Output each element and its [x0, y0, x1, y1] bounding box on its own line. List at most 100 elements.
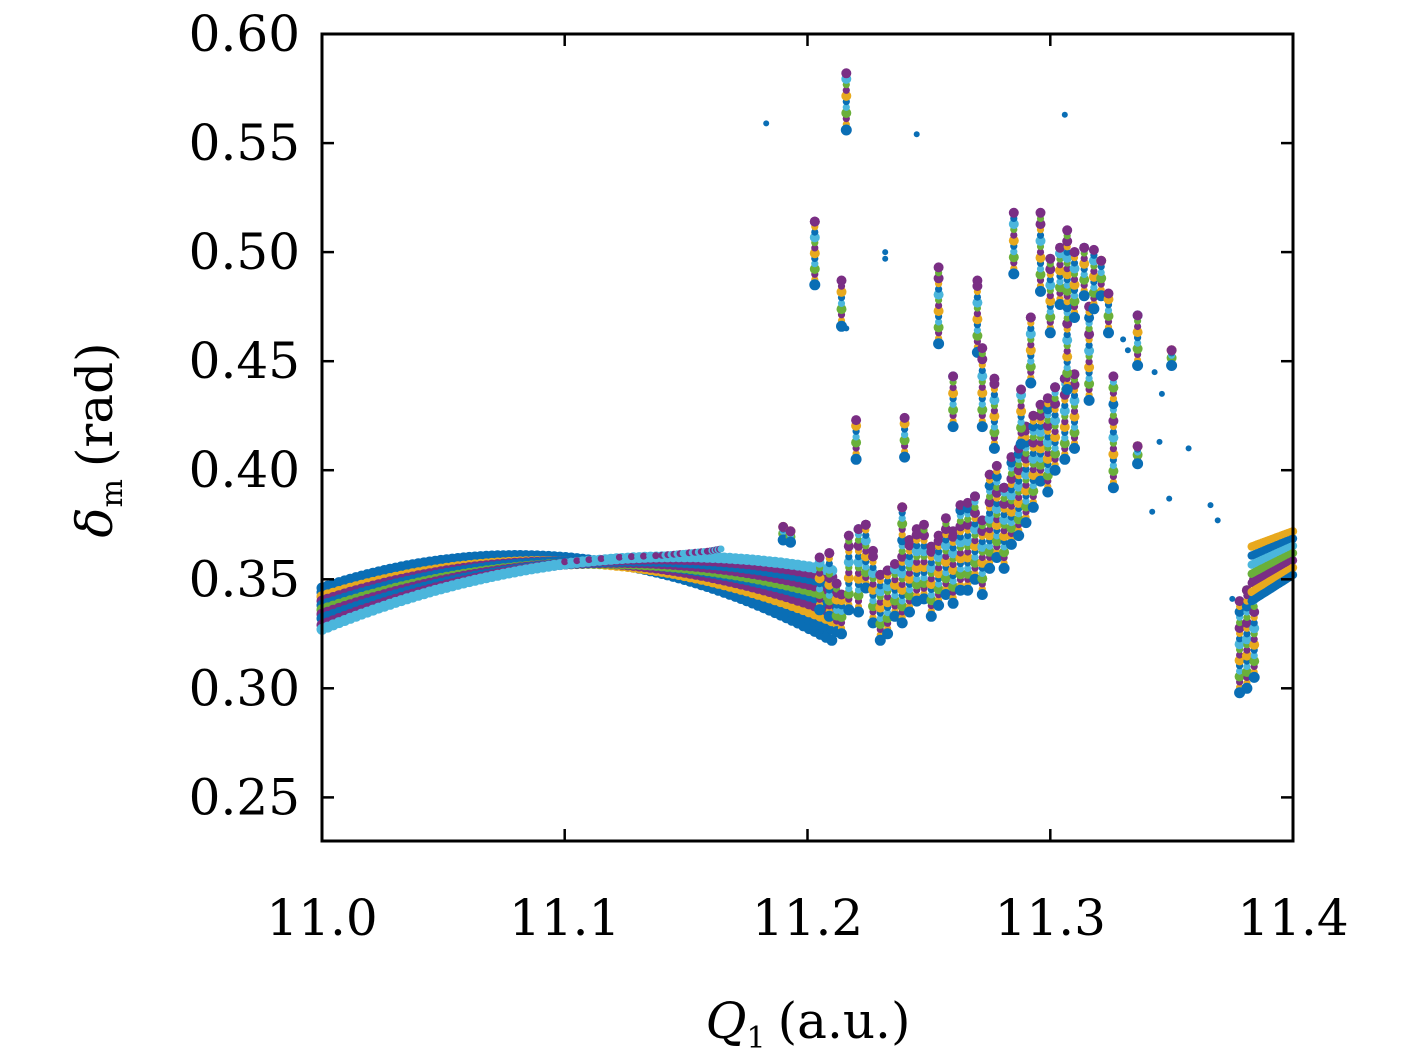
cluster-point [1044, 416, 1052, 424]
cluster-point [837, 607, 846, 616]
cluster-point [933, 273, 944, 284]
cluster-point [897, 502, 908, 513]
cluster-point [1046, 292, 1054, 300]
cluster-point [824, 563, 835, 574]
cluster-point [933, 552, 944, 563]
cluster-point [993, 483, 1001, 491]
tick-labels: 11.0 11.1 11.2 11.3 11.4 0.25 0.30 0.35 0.40 0.45… [189, 5, 1349, 947]
cluster-point [1044, 466, 1052, 474]
cluster-point [1063, 364, 1071, 372]
cluster-point [926, 595, 937, 606]
cluster-point [1109, 411, 1117, 419]
cluster-point [1059, 405, 1070, 416]
cluster-point [1236, 635, 1244, 643]
tail-point [628, 553, 635, 561]
cluster-point [845, 585, 853, 593]
cluster-point [911, 524, 922, 535]
cluster-point [889, 579, 900, 590]
cluster-point [876, 598, 884, 606]
cluster-point [984, 497, 995, 508]
cluster-point [998, 562, 1010, 574]
cluster-point [1132, 360, 1144, 371]
cluster-point [984, 480, 995, 491]
cluster-point [1029, 433, 1037, 441]
cluster-point [875, 602, 886, 613]
cluster-point [1051, 411, 1059, 419]
cluster-point [1036, 231, 1045, 239]
cluster-point [1025, 328, 1036, 339]
cluster-point [927, 575, 935, 583]
cluster-point [989, 395, 1000, 406]
cluster-point [905, 553, 914, 561]
cluster-point [973, 310, 982, 318]
cluster-point [991, 520, 1002, 531]
cluster-point [896, 617, 908, 629]
cluster-point [956, 549, 965, 557]
cluster-point [843, 588, 854, 599]
upper-cluster [1166, 345, 1178, 371]
cluster-point [1108, 399, 1119, 410]
cluster-point [1022, 465, 1030, 473]
cluster-point [947, 421, 959, 433]
cluster-point [1029, 449, 1037, 457]
cluster-point [1028, 437, 1039, 448]
upper-cluster [899, 412, 911, 463]
cluster-point [1050, 398, 1061, 409]
cluster-point [1062, 368, 1073, 378]
y-tick-label: 0.40 [189, 441, 300, 499]
cluster-point [836, 286, 847, 297]
cluster-point [1088, 244, 1099, 255]
cluster-point [1022, 497, 1030, 505]
cluster-point [933, 530, 944, 541]
cluster-point [942, 552, 950, 561]
cluster-point [898, 580, 906, 589]
cluster-point [852, 433, 860, 441]
cluster-point [1132, 343, 1143, 354]
cluster-point [962, 584, 974, 596]
cluster-point [1042, 437, 1053, 448]
cluster-point [1108, 371, 1119, 382]
cluster-point [1104, 306, 1113, 314]
cluster-point [845, 569, 853, 577]
cluster-point [1020, 517, 1032, 529]
cluster-point [964, 564, 972, 573]
cluster-point [843, 557, 854, 568]
cluster-point [1090, 283, 1098, 291]
cluster-point [972, 314, 983, 325]
cluster-point [1241, 650, 1252, 661]
upper-cluster [976, 343, 988, 433]
cluster-point [1061, 434, 1069, 442]
cluster-point [977, 526, 988, 536]
cluster-point [948, 388, 959, 399]
cluster-point [845, 553, 853, 561]
cluster-point [949, 544, 957, 552]
cluster-point [977, 371, 988, 382]
cluster-point [991, 460, 1002, 471]
cluster-point [1035, 235, 1046, 246]
cluster-point [1010, 248, 1018, 256]
cluster-point [970, 541, 980, 552]
lower-cluster [853, 524, 864, 618]
tail-point [603, 554, 611, 562]
cluster-point [841, 108, 852, 118]
cluster-point [956, 517, 965, 525]
cluster-point [811, 260, 819, 268]
cluster-point [1070, 423, 1079, 431]
cluster-point [824, 595, 835, 606]
tail-point [573, 557, 581, 565]
cluster-point [1059, 422, 1070, 432]
cluster-point [1035, 285, 1046, 297]
cluster-point [1028, 470, 1039, 480]
lower-cluster [984, 469, 996, 574]
cluster-point [935, 301, 943, 310]
y-axis-label: δm (rad) [66, 342, 130, 537]
cluster-point [1017, 418, 1025, 426]
cluster-point [1097, 268, 1105, 277]
cluster-point [1069, 247, 1080, 258]
cluster-point [1016, 422, 1027, 433]
upper-cluster [1132, 310, 1144, 371]
cluster-point [869, 563, 877, 572]
lower-cluster [998, 482, 1010, 574]
cluster-point [854, 586, 863, 594]
